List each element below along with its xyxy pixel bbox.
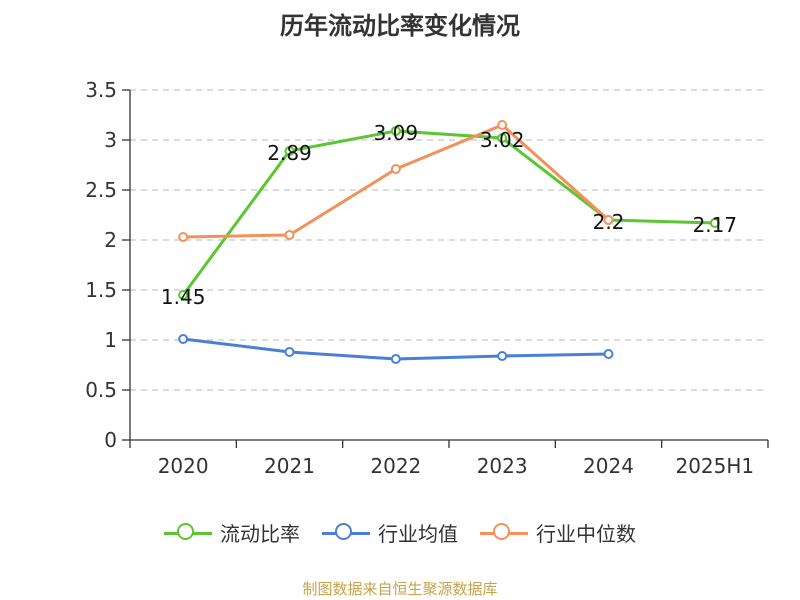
x-tick-label: 2020	[158, 454, 209, 478]
series-line	[181, 129, 715, 296]
data-point[interactable]	[497, 351, 508, 361]
legend-marker-icon	[322, 521, 370, 545]
data-point[interactable]	[178, 334, 189, 344]
legend-label: 行业中位数	[536, 522, 636, 546]
legend-label: 流动比率	[220, 522, 300, 546]
series-lines	[178, 120, 720, 364]
y-tick-label: 2.5	[85, 178, 117, 202]
legend-item-industry-mean[interactable]: 行业均值	[322, 518, 458, 547]
data-point[interactable]	[390, 354, 401, 364]
data-point[interactable]	[390, 126, 401, 136]
data-label: 1.45	[161, 285, 206, 309]
x-tick-label: 2025H1	[675, 454, 754, 478]
data-point[interactable]	[709, 218, 720, 228]
data-point[interactable]	[178, 232, 189, 242]
data-point[interactable]	[284, 347, 295, 357]
data-point[interactable]	[178, 290, 189, 300]
chart-title: 历年流动比率变化情况	[280, 12, 520, 40]
data-label: 2.89	[267, 141, 312, 165]
y-tick-label: 2	[104, 228, 117, 252]
data-label: 2.17	[693, 213, 738, 237]
data-point[interactable]	[284, 146, 295, 156]
legend-marker-icon	[164, 521, 212, 545]
x-tick-label: 2021	[264, 454, 315, 478]
data-point[interactable]	[603, 215, 614, 225]
y-tick-label: 3.5	[85, 78, 117, 102]
x-tick-label: 2023	[477, 454, 528, 478]
x-tick-label: 2022	[370, 454, 421, 478]
legend-marker-icon	[480, 521, 528, 545]
data-point[interactable]	[497, 133, 508, 143]
legend-item-industry-median[interactable]: 行业中位数	[480, 518, 636, 547]
source-note: 制图数据来自恒生聚源数据库	[302, 580, 498, 598]
data-label: 2.2	[593, 210, 625, 234]
data-labels: 1.45 2.89 3.09 3.02 2.2 2.17	[161, 121, 737, 309]
data-point[interactable]	[497, 120, 508, 130]
data-point[interactable]	[390, 164, 401, 174]
y-tick-label: 0	[104, 428, 117, 452]
legend-item-current-ratio[interactable]: 流动比率	[164, 518, 300, 547]
axes: 0 0.5 1 1.5 2 2.5 3 3.5 2020 2021 2022 2023 2024 2025…	[85, 78, 769, 478]
legend: 流动比率 行业均值 行业中位数	[0, 518, 800, 547]
data-point[interactable]	[284, 230, 295, 240]
x-tick-label: 2024	[583, 454, 634, 478]
y-tick-label: 3	[104, 128, 117, 152]
data-point[interactable]	[603, 349, 614, 359]
legend-label: 行业均值	[378, 522, 458, 546]
grid-lines	[130, 89, 768, 391]
y-tick-label: 1.5	[85, 278, 117, 302]
y-tick-label: 1	[104, 328, 117, 352]
data-label: 3.02	[480, 128, 525, 152]
data-label: 3.09	[374, 121, 419, 145]
y-tick-label: 0.5	[85, 378, 117, 402]
